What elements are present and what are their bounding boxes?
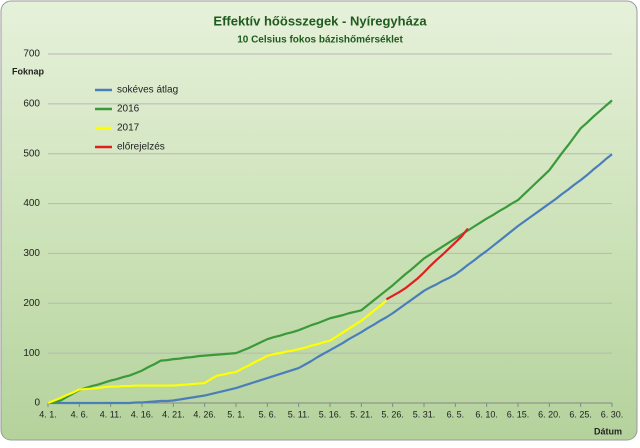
x-tick-label: 6. 5. — [447, 409, 465, 419]
y-tick-label: 200 — [23, 298, 40, 309]
x-tick-label: 5. 21. — [350, 409, 373, 419]
x-tick-label: 6. 10. — [475, 409, 498, 419]
x-tick-label: 5. 31. — [413, 409, 436, 419]
x-tick-label: 4. 21. — [162, 409, 185, 419]
x-tick-label: 6. 15. — [507, 409, 530, 419]
legend-label: 2017 — [117, 123, 140, 134]
x-tick-label: 4. 11. — [100, 409, 122, 419]
y-tick-label: 700 — [23, 49, 40, 60]
y-tick-label: 500 — [23, 148, 40, 159]
x-axis-label: Dátum — [594, 426, 622, 436]
series-line — [385, 227, 469, 301]
y-tick-label: 400 — [23, 198, 40, 209]
x-tick-label: 4. 6. — [71, 409, 89, 419]
y-tick-label: 300 — [23, 248, 40, 259]
y-tick-label: 0 — [34, 398, 40, 409]
chart-title: Effektív hőösszegek - Nyíregyháza — [213, 13, 427, 28]
chart-subtitle: 10 Celsius fokos bázishőmérséklet — [237, 35, 403, 46]
x-tick-label: 5. 16. — [319, 409, 342, 419]
series-line — [47, 299, 388, 405]
x-tick-label: 6. 30. — [601, 409, 624, 419]
x-tick-label: 4. 1. — [39, 409, 57, 419]
series-line — [47, 99, 613, 405]
x-tick-label: 5. 6. — [259, 409, 277, 419]
legend-label: előrejelzés — [117, 142, 165, 153]
legend-label: sokéves átlag — [117, 85, 178, 96]
y-axis-label: Foknap — [12, 66, 45, 76]
legend-label: 2016 — [117, 104, 140, 115]
y-tick-label: 100 — [23, 348, 40, 359]
x-tick-label: 6. 25. — [569, 409, 592, 419]
x-tick-label: 5. 11. — [288, 409, 310, 419]
x-tick-label: 4. 16. — [131, 409, 154, 419]
x-tick-label: 4. 26. — [193, 409, 216, 419]
x-tick-label: 6. 20. — [538, 409, 561, 419]
x-tick-label: 5. 26. — [381, 409, 404, 419]
series-line — [48, 153, 613, 405]
y-tick-label: 600 — [23, 98, 40, 109]
x-tick-label: 5. 1. — [227, 409, 245, 419]
